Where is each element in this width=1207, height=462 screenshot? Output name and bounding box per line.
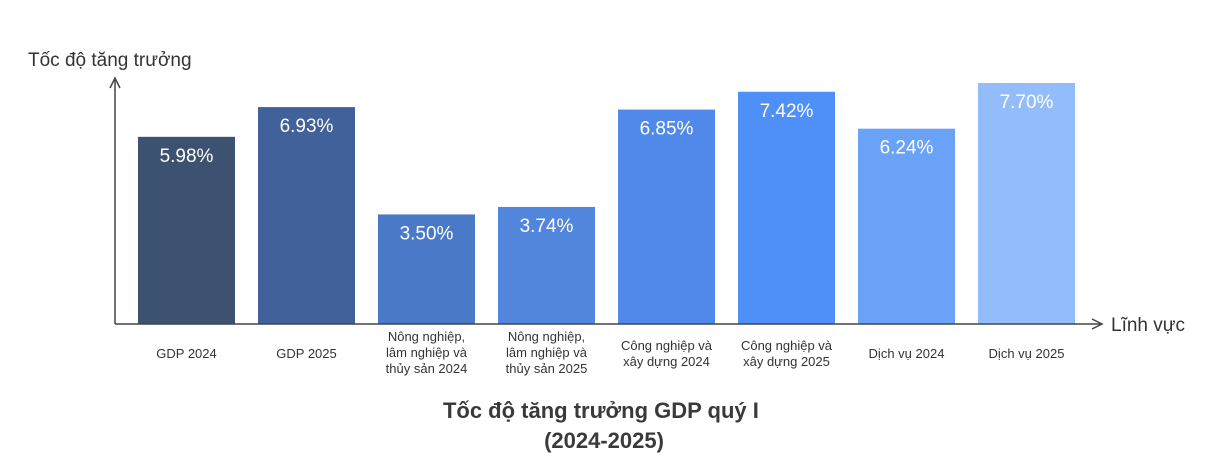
bar-value-label: 6.85% xyxy=(640,119,694,140)
x-axis-title: Lĩnh vực xyxy=(1111,315,1185,336)
bar xyxy=(138,136,235,324)
category-label-line: lâm nghiệp và xyxy=(506,345,588,360)
bar-value-label: 5.98% xyxy=(160,146,214,167)
category-label-line: thủy sản 2025 xyxy=(506,361,588,376)
category-label: Nông nghiệp, lâm nghiệp và thủy sản 2024 xyxy=(386,329,468,376)
bar xyxy=(738,91,835,324)
category-label: Công nghiệp và xây dựng 2025 xyxy=(741,338,833,369)
category-label: GDP 2025 xyxy=(276,346,336,361)
category-label: Nông nghiệp, lâm nghiệp và thủy sản 2025 xyxy=(506,329,588,376)
category-label-line: Dịch vụ 2025 xyxy=(989,346,1065,361)
bar-value-label: 7.70% xyxy=(1000,92,1054,113)
bar-value-label: 6.93% xyxy=(280,116,334,137)
category-label-line: Dịch vụ 2024 xyxy=(869,346,945,361)
chart-title-line-1: Tốc độ tăng trưởng GDP quý I xyxy=(443,398,759,423)
bar-value-label: 7.42% xyxy=(760,101,814,122)
bar-value-label: 6.24% xyxy=(880,138,934,159)
category-label: Dịch vụ 2024 xyxy=(869,346,945,361)
category-label-line: Nông nghiệp, xyxy=(508,329,585,344)
chart-title-line-2: (2024-2025) xyxy=(544,428,664,453)
bar xyxy=(258,107,355,324)
category-label-line: Công nghiệp và xyxy=(741,338,833,353)
category-label: Dịch vụ 2025 xyxy=(989,346,1065,361)
category-label-line: GDP 2024 xyxy=(156,346,216,361)
category-label-line: lâm nghiệp và xyxy=(386,345,468,360)
bar xyxy=(618,109,715,324)
bar xyxy=(858,128,955,324)
bar xyxy=(978,83,1075,324)
category-label-line: Nông nghiệp, xyxy=(388,329,465,344)
value-labels-group: 5.98% 6.93% 3.50% 3.74% 6.85% 7.42% 6.24% 7.70% xyxy=(160,92,1054,244)
category-label-line: GDP 2025 xyxy=(276,346,336,361)
category-label: Công nghiệp và xây dựng 2024 xyxy=(621,338,713,369)
x-axis-arrow xyxy=(1091,318,1104,330)
category-label-line: xây dựng 2024 xyxy=(623,354,710,369)
bar-value-label: 3.50% xyxy=(400,223,454,244)
bar xyxy=(498,206,595,324)
category-label-line: thủy sản 2024 xyxy=(386,361,468,376)
category-label-line: Công nghiệp và xyxy=(621,338,713,353)
bar xyxy=(378,214,475,324)
chart-title: Tốc độ tăng trưởng GDP quý I (2024-2025) xyxy=(443,398,765,453)
y-axis-title: Tốc độ tăng trưởng xyxy=(28,50,192,71)
bar-value-label: 3.74% xyxy=(520,216,574,237)
bars-group xyxy=(138,83,1075,324)
category-label: GDP 2024 xyxy=(156,346,216,361)
y-axis-arrow xyxy=(109,76,121,89)
category-label-line: xây dựng 2025 xyxy=(743,354,830,369)
